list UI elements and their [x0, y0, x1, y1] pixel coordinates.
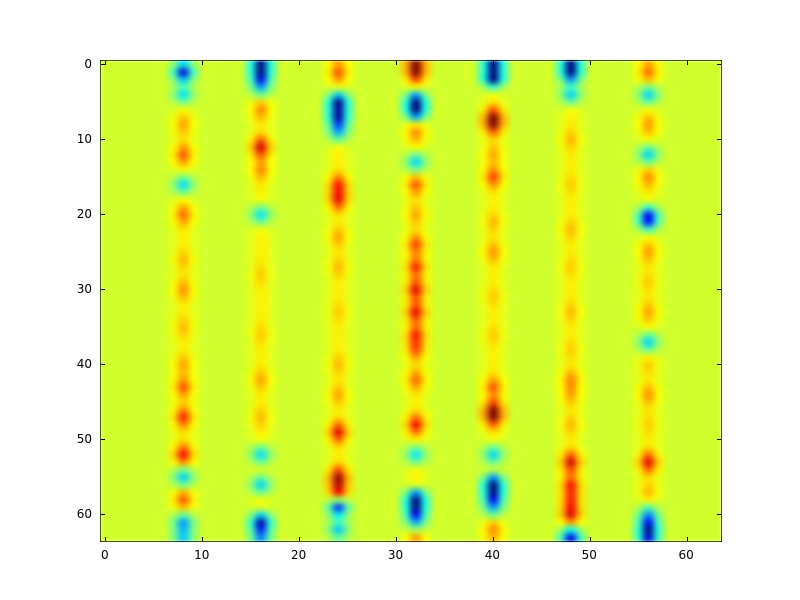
x-tick-label: 10: [194, 548, 210, 562]
tick-mark: [589, 61, 591, 65]
y-tick-label: 50: [76, 431, 92, 446]
tick-mark: [492, 537, 494, 541]
x-tick-label: 0: [101, 548, 109, 562]
tick-mark: [202, 537, 204, 541]
y-tick-label: 60: [76, 506, 92, 521]
y-tick-label: 10: [76, 131, 92, 146]
tick-mark: [717, 364, 721, 366]
tick-mark: [395, 61, 397, 65]
tick-mark: [717, 139, 721, 141]
tick-mark: [101, 514, 105, 516]
x-tick-label: 40: [484, 548, 500, 562]
tick-mark: [395, 537, 397, 541]
x-tick-label: 30: [387, 548, 404, 562]
y-tick-label: 40: [76, 356, 92, 371]
heatmap-image: [101, 61, 721, 541]
x-tick-label: 60: [678, 548, 694, 562]
tick-mark: [105, 61, 107, 65]
axes: [100, 60, 722, 542]
tick-mark: [717, 214, 721, 216]
tick-mark: [686, 537, 688, 541]
tick-mark: [299, 537, 301, 541]
tick-mark: [101, 439, 105, 441]
tick-mark: [717, 439, 721, 441]
tick-mark: [101, 289, 105, 291]
y-tick-label: 20: [76, 206, 92, 221]
tick-mark: [717, 289, 721, 291]
tick-mark: [101, 64, 105, 66]
tick-mark: [105, 537, 107, 541]
tick-mark: [686, 61, 688, 65]
tick-mark: [492, 61, 494, 65]
x-tick-label: 20: [290, 548, 307, 562]
y-tick-label: 30: [76, 281, 92, 296]
x-tick-label: 50: [581, 548, 597, 562]
tick-mark: [589, 537, 591, 541]
tick-mark: [101, 139, 105, 141]
tick-mark: [299, 61, 301, 65]
y-tick-label: 0: [84, 56, 92, 71]
tick-mark: [101, 364, 105, 366]
tick-mark: [717, 514, 721, 516]
tick-mark: [717, 64, 721, 66]
tick-mark: [101, 214, 105, 216]
tick-mark: [202, 61, 204, 65]
